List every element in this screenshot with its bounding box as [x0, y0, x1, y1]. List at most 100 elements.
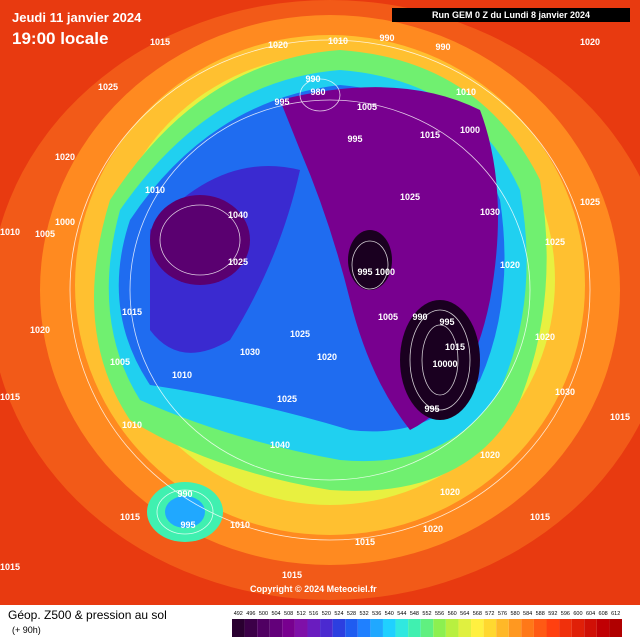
isobar-label: 1000	[55, 217, 75, 227]
lead-time: (+ 90h)	[12, 625, 41, 635]
run-label: Run GEM 0 Z du Lundi 8 janvier 2024	[432, 10, 590, 20]
isobar-label: 990	[177, 489, 192, 499]
isobar-label: 10000	[432, 359, 457, 369]
isobar-label: 1025	[580, 197, 600, 207]
scale-swatch	[445, 619, 459, 637]
isobar-label: 1015	[282, 570, 302, 580]
scale-label: 532	[360, 611, 369, 617]
scale-swatch	[471, 619, 484, 637]
isobar-label: 1015	[420, 130, 440, 140]
isobar-label: 1015	[530, 512, 550, 522]
isobar-label: 1025	[400, 192, 420, 202]
isobar-label: 1015	[610, 412, 630, 422]
isobar-label: 1010	[456, 87, 476, 97]
isobar-label: 1020	[480, 450, 500, 460]
isobar-label: 990	[412, 312, 427, 322]
scale-label: 584	[523, 611, 532, 617]
zone	[348, 230, 392, 290]
isobar-label: 1010	[230, 520, 250, 530]
isobar-label: 1040	[270, 440, 290, 450]
scale-label: 604	[586, 611, 595, 617]
scale-swatch	[508, 619, 522, 637]
scale-label: 568	[473, 611, 482, 617]
isobar-label: 1030	[240, 347, 260, 357]
isobar-label: 990	[379, 33, 394, 43]
isobar-label: 995	[424, 404, 439, 414]
isobar-label: 1020	[268, 40, 288, 50]
scale-label: 520	[322, 611, 331, 617]
zone	[150, 195, 250, 285]
scale-label: 516	[309, 611, 318, 617]
scale-swatch	[257, 619, 270, 637]
scale-label: 572	[485, 611, 494, 617]
scale-swatch	[408, 619, 421, 637]
scale-label: 580	[510, 611, 519, 617]
scale-label: 528	[347, 611, 356, 617]
isobar-label: 1015	[0, 562, 20, 572]
scale-label: 512	[297, 611, 306, 617]
isobar-label: 1010	[145, 185, 165, 195]
scale-label: 576	[498, 611, 507, 617]
scale-swatch	[269, 619, 283, 637]
isobar-label: 1025	[290, 329, 310, 339]
scale-label: 536	[372, 611, 381, 617]
isobar-label: 1010	[122, 420, 142, 430]
date-label: Jeudi 11 janvier 2024	[12, 10, 142, 25]
isobar-label: 1020	[440, 487, 460, 497]
scale-label: 500	[259, 611, 268, 617]
scale-swatch	[332, 619, 346, 637]
scale-label: 548	[410, 611, 419, 617]
isobar-label: 1005	[110, 357, 130, 367]
isobar-label: 1020	[423, 524, 443, 534]
scale-swatch	[345, 619, 358, 637]
isobar-label: 1020	[580, 37, 600, 47]
scale-label: 492	[234, 611, 243, 617]
scale-swatch	[521, 619, 534, 637]
scale-swatch	[232, 619, 245, 637]
isobar-label: 1010	[172, 370, 192, 380]
scale-label: 552	[422, 611, 431, 617]
scale-swatch	[382, 619, 396, 637]
isobar-label: 1005	[378, 312, 398, 322]
isobar-label: 1040	[228, 210, 248, 220]
isobar-label: 1025	[277, 394, 297, 404]
scale-swatch	[294, 619, 308, 637]
scale-swatch	[370, 619, 383, 637]
footer-title: Géop. Z500 & pression au sol	[8, 608, 167, 622]
isobar-label: 1010	[0, 227, 20, 237]
scale-swatch	[483, 619, 497, 637]
isobar-label: 1025	[545, 237, 565, 247]
scale-swatch	[609, 619, 622, 637]
isobar-label: 1005	[35, 229, 55, 239]
isobar-label: 1000	[460, 125, 480, 135]
scale-label: 496	[246, 611, 255, 617]
isobar-label: 1025	[98, 82, 118, 92]
scale-swatch	[458, 619, 472, 637]
footer: Géop. Z500 & pression au sol (+ 90h) 492…	[0, 605, 640, 640]
scale-swatch	[244, 619, 258, 637]
copyright: Copyright © 2024 Meteociel.fr	[250, 584, 377, 594]
isobar-label: 1005	[357, 102, 377, 112]
scale-swatch	[596, 619, 610, 637]
isobar-label: 990	[435, 42, 450, 52]
isobar-label: 1015	[445, 342, 465, 352]
scale-swatch	[433, 619, 446, 637]
isobar-label: 1015	[150, 37, 170, 47]
scale-swatch	[559, 619, 572, 637]
isobar-label: 1030	[480, 207, 500, 217]
isobar-label: 1010	[328, 36, 348, 46]
zone	[400, 300, 480, 420]
scale-swatch	[571, 619, 585, 637]
scale-label: 544	[397, 611, 406, 617]
isobar-label: 1015	[355, 537, 375, 547]
isobar-label: 1020	[55, 152, 75, 162]
scale-swatch	[533, 619, 547, 637]
isobar-label: 1020	[317, 352, 337, 362]
color-scale: 492 496 500 504 508 512 516 520 524 528 532 536 540 5…	[232, 611, 622, 637]
isobar-label: 995	[439, 317, 454, 327]
isobar-label: 1020	[535, 332, 555, 342]
weather-map: Run GEM 0 Z du Lundi 8 janvier 2024 Jeud…	[0, 0, 640, 605]
scale-label: 524	[334, 611, 343, 617]
scale-label: 540	[385, 611, 394, 617]
